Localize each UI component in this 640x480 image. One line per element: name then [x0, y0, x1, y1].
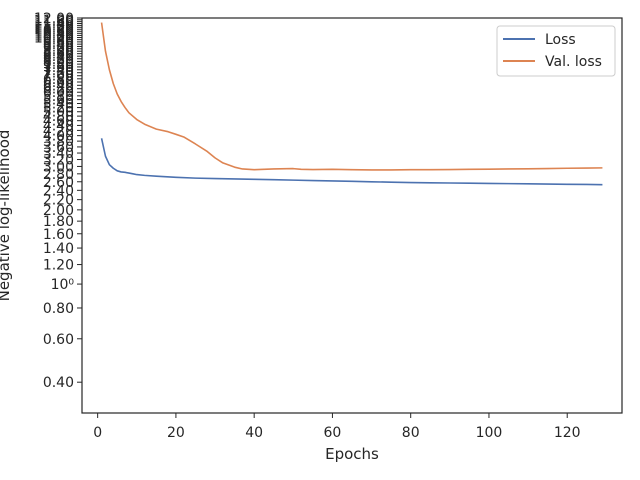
y-tick-label: 0.40	[43, 375, 74, 391]
y-tick-label: 4.20	[43, 123, 74, 139]
y-tick-label: 10⁰	[51, 277, 75, 293]
y-tick-label: 9.60	[43, 35, 74, 51]
legend-label-0: Loss	[545, 32, 576, 48]
y-tick-label: 12.00	[34, 11, 74, 27]
y-tick-label: 11.00	[34, 20, 74, 36]
y-tick-label: 2.40	[43, 183, 74, 199]
y-tick-label: 6.80	[43, 72, 74, 88]
y-tick-label: 11.80	[34, 13, 74, 29]
y-tick-label: 7.00	[43, 69, 74, 85]
x-axis-label: Epochs	[325, 445, 379, 463]
x-tick-label: 0	[93, 425, 102, 441]
series-line-0	[100, 138, 603, 186]
y-tick-label: 6.00	[43, 85, 74, 101]
y-tick-label: 10.40	[34, 26, 74, 42]
y-tick-label: 9.80	[43, 33, 74, 49]
y-tick-label: 2.00	[43, 203, 74, 219]
y-tick-label: 3.00	[43, 159, 74, 175]
x-axis: 0 20 40 60 80 100 120	[93, 413, 581, 441]
plot-frame	[81, 17, 623, 414]
y-tick-label: 0.60	[43, 332, 74, 348]
y-tick-label: 11.20	[34, 18, 74, 34]
y-tick-label: 4.00	[43, 129, 74, 145]
y-tick-label: 8.20	[43, 52, 74, 68]
y-tick-label: 5.20	[43, 101, 74, 117]
y-tick-label: 1.80	[43, 214, 74, 230]
y-tick-label: 3.20	[43, 153, 74, 169]
y-tick-label: 7.40	[43, 63, 74, 79]
x-tick-label: 80	[402, 425, 420, 441]
y-tick-label: 6.40	[43, 78, 74, 94]
y-tick-label: 8.00	[43, 54, 74, 70]
legend-label-1: Val. loss	[545, 54, 602, 70]
y-tick-label: 2.60	[43, 175, 74, 191]
y-tick-label: 8.60	[43, 47, 74, 63]
y-tick-label: 1.40	[43, 241, 74, 257]
y-tick-label: 6.20	[43, 82, 74, 98]
y-tick-label: 4.60	[43, 114, 74, 130]
y-tick-label: 11.40	[34, 16, 74, 32]
y-tick-label: 3.80	[43, 134, 74, 150]
y-tick-label: 7.60	[43, 60, 74, 76]
x-tick-label: 40	[245, 425, 263, 441]
y-tick-label: 10.80	[34, 22, 74, 38]
y-tick-label: 5.60	[43, 93, 74, 109]
x-tick-label: 100	[476, 425, 503, 441]
y-tick-label: 4.40	[43, 118, 74, 134]
y-tick-label: 1.60	[43, 227, 74, 243]
y-tick-label: 5.80	[43, 89, 74, 105]
y-tick-label: 6.60	[43, 75, 74, 91]
y-tick-label: 9.40	[43, 37, 74, 53]
y-axis: 0.400.600.8010⁰1.201.401.601.802.002.202…	[34, 11, 82, 391]
y-tick-label: 3.40	[43, 146, 74, 162]
x-tick-label: 60	[324, 425, 342, 441]
y-tick-label: 5.00	[43, 105, 74, 121]
y-tick-label: 10.00	[34, 31, 74, 47]
y-tick-label: 8.40	[43, 49, 74, 65]
series-line-1	[100, 22, 603, 171]
y-tick-label: 9.20	[43, 39, 74, 55]
y-tick-label: 7.20	[43, 66, 74, 82]
y-tick-label: 9.00	[43, 42, 74, 58]
y-axis-label: Negative log-likelihood	[0, 130, 13, 302]
y-tick-label: 2.80	[43, 167, 74, 183]
y-tick-label: 0.80	[43, 301, 74, 317]
y-tick-label: 1.20	[43, 258, 74, 274]
y-tick-label: 4.80	[43, 109, 74, 125]
y-tick-label: 8.80	[43, 44, 74, 60]
series-layer	[100, 22, 603, 186]
y-tick-label: 3.60	[43, 140, 74, 156]
y-tick-label: 2.20	[43, 193, 74, 209]
legend: Loss Val. loss	[496, 25, 616, 77]
y-tick-label: 11.60	[34, 15, 74, 31]
y-tick-label: 5.40	[43, 97, 74, 113]
y-tick-label: 10.20	[34, 28, 74, 44]
y-tick-label: 7.80	[43, 57, 74, 73]
x-tick-label: 120	[554, 425, 581, 441]
y-tick-label: 10.60	[34, 24, 74, 40]
x-tick-label: 20	[167, 425, 185, 441]
